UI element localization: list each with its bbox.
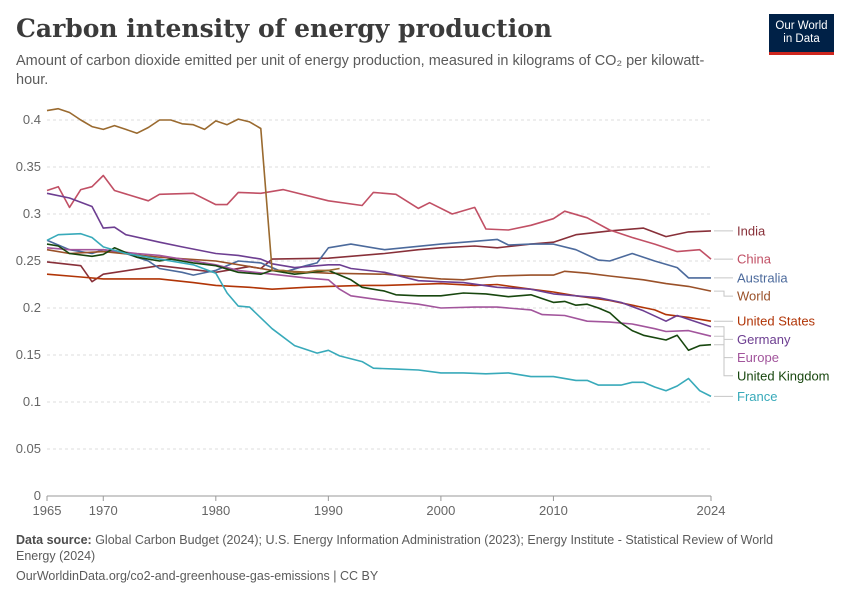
line-chart: 0 0.05 0.1 0.15 0.2 0.25 0.3 0.35 0.4 1965 1970 198… <box>16 107 830 518</box>
x-tick-label: 1990 <box>314 503 343 518</box>
series-line-united-kingdom <box>46 243 712 352</box>
series-label-germany: Germany <box>737 332 791 347</box>
series-label-united-kingdom: United Kingdom <box>737 368 830 383</box>
series-line-unlabeled <box>46 107 340 274</box>
x-tick-label: 1970 <box>89 503 118 518</box>
data-source-note: Data source: Global Carbon Budget (2024)… <box>16 532 816 564</box>
series-label-europe: Europe <box>737 350 779 365</box>
x-tick-label: 2010 <box>539 503 568 518</box>
source-label: Data source: <box>16 533 92 547</box>
series-line-germany <box>46 192 712 328</box>
source-text: Global Carbon Budget (2024); U.S. Energy… <box>16 533 774 563</box>
y-tick-label: 0.05 <box>16 441 41 456</box>
series-line-australia <box>46 238 711 279</box>
label-layer: India China Australia World United States Ger… <box>714 223 830 404</box>
y-tick-label: 0 <box>34 488 41 503</box>
y-tick-label: 0.2 <box>23 300 41 315</box>
series-label-australia: Australia <box>737 270 788 285</box>
y-tick-label: 0.1 <box>23 394 41 409</box>
series-label-france: France <box>737 389 777 404</box>
owid-logo[interactable]: Our World in Data <box>769 14 834 55</box>
label-connector-united-kingdom <box>714 344 733 377</box>
y-tick-label: 0.35 <box>16 159 41 174</box>
grid-layer: 0 0.05 0.1 0.15 0.2 0.25 0.3 0.35 0.4 1965 1970 198… <box>16 112 726 518</box>
series-line-china <box>46 174 712 260</box>
x-tick-label: 1980 <box>201 503 230 518</box>
y-tick-label: 0.3 <box>23 206 41 221</box>
y-tick-label: 0.15 <box>16 347 41 362</box>
series-line-united-states <box>46 273 712 322</box>
series-line-india <box>46 227 712 283</box>
label-connector-germany <box>714 326 733 340</box>
series-label-world: World <box>737 289 771 304</box>
label-connector-world <box>714 290 733 297</box>
y-tick-label: 0.25 <box>16 253 41 268</box>
footer-link[interactable]: OurWorldinData.org/co2-and-greenhouse-ga… <box>16 569 379 583</box>
x-tick-label: 2000 <box>426 503 455 518</box>
logo-line-1: Our World <box>775 20 828 32</box>
series-label-china: China <box>737 252 772 267</box>
chart-subtitle: Amount of carbon dioxide emitted per uni… <box>16 53 705 88</box>
series-label-united-states: United States <box>737 314 816 329</box>
x-tick-label: 1965 <box>33 503 62 518</box>
logo-line-2: in Data <box>783 33 820 45</box>
series-layer <box>46 107 712 398</box>
series-label-india: India <box>737 223 766 238</box>
series-line-france <box>46 232 712 398</box>
x-tick-label: 2024 <box>697 503 726 518</box>
y-tick-label: 0.4 <box>23 112 41 127</box>
chart-title: Carbon intensity of energy production <box>16 14 553 43</box>
